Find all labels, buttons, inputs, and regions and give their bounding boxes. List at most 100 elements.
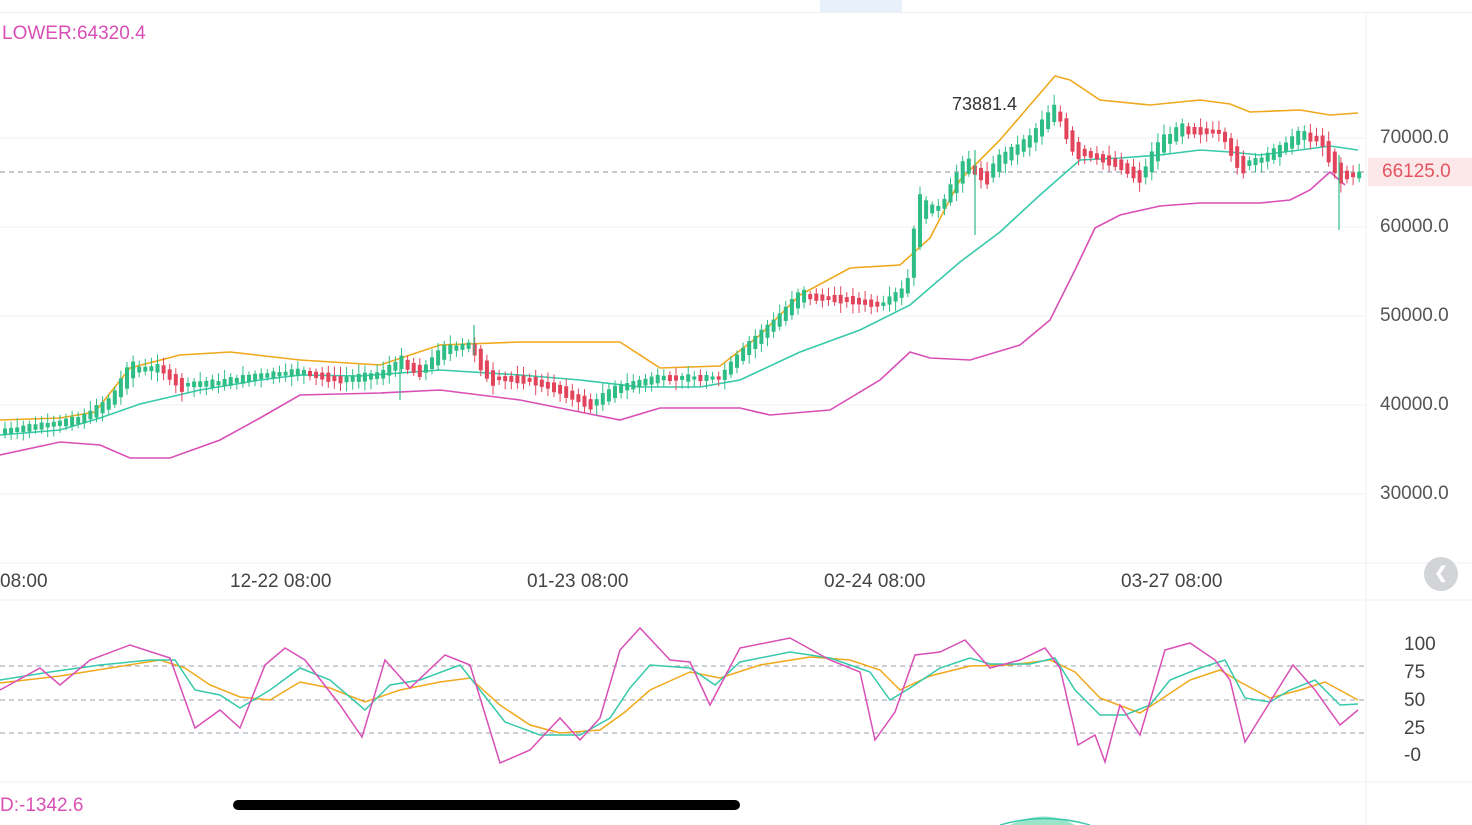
candle-body [484,360,489,379]
candle-body [1332,151,1337,174]
candle-body [1180,123,1185,137]
candle-body [850,295,855,305]
candle-body [1021,139,1026,152]
candle-body [667,374,672,382]
time-axis-label: 12-22 08:00 [230,571,332,592]
candle-body [423,364,428,373]
candle-body [112,390,117,405]
candle-body [594,399,599,406]
candle-body [1216,129,1221,134]
candle-body [649,376,654,385]
candle-body [332,375,337,382]
candle-body [240,375,245,384]
candle-body [948,184,953,203]
candle-body [509,376,514,382]
candle-body [771,319,776,332]
candle-body [204,380,209,387]
candle-body [1247,160,1252,167]
candle-body [179,377,184,392]
current-price-tag: 66125.0 [1368,158,1472,186]
candle-body [155,364,160,373]
candle-body [1271,148,1276,160]
candle-body [314,371,319,378]
candle-body [1265,152,1270,162]
boll-lower-value: LOWER:64320.4 [2,23,146,44]
candle-body [369,373,373,380]
candle-body [448,344,453,355]
candle-body [680,376,685,380]
candle-body [417,364,422,377]
candle-body [106,398,111,410]
candle-body [979,167,983,181]
candle-body [33,424,38,430]
candle-body [1088,151,1093,158]
candle-body [954,172,959,194]
candle-body [753,335,758,349]
candle-body [1058,111,1063,122]
candle-body [167,369,172,380]
candle-body [253,373,258,381]
candle-body [747,340,752,355]
candle-body [1125,163,1130,174]
candle-body [814,293,819,301]
home-indicator[interactable] [233,800,740,810]
candle-body [472,343,477,356]
candle-body [704,375,709,381]
kdj-k-line [0,651,1359,736]
candle-body [277,372,282,377]
candle-body [588,399,593,410]
selected-tab-indicator[interactable] [820,0,902,12]
candle-body [1326,141,1331,163]
candle-body [1314,135,1319,142]
candle-body [564,386,569,398]
candle-body [118,378,123,398]
candle-body [295,368,300,377]
candle-body [576,394,581,403]
candle-body [1198,127,1203,135]
candle-body [802,289,807,303]
candle-body [930,204,935,214]
candle-body [918,194,922,248]
candle-body [619,383,624,394]
candle-body [21,425,26,432]
candle-body [863,299,868,305]
candle-body [308,371,312,377]
candle-body [728,361,733,375]
double-chevron-left-icon[interactable]: ❮ [1424,557,1458,591]
candle-body [942,198,947,209]
candle-body [161,365,166,374]
candle-body [759,329,764,344]
candle-body [460,343,465,350]
price-axis-label: 50000.0 [1380,305,1449,326]
price-axis-label: 30000.0 [1380,483,1449,504]
candle-body [216,381,221,386]
candle-body [991,163,996,178]
candle-body [1302,131,1307,140]
candle-body [960,161,965,184]
candle-body [15,427,20,433]
candle-body [777,313,782,327]
candle-body [1351,172,1356,178]
macd-line [999,817,1091,825]
candle-body [1094,153,1099,160]
candle-body [661,375,666,381]
candle-body [326,372,331,382]
candle-body [1040,119,1044,137]
kdj-axis-label: -0 [1404,745,1421,766]
kdj-j-line [0,626,1359,765]
candle-body [735,354,739,368]
candle-body [1155,142,1160,162]
candle-body [515,375,520,384]
candle-body [100,402,105,414]
boll-mid-line [0,145,1359,436]
candle-body [186,383,190,387]
candle-body [606,389,611,402]
candle-body [966,158,971,174]
candle-body [552,382,556,393]
kdj-axis-label: 25 [1404,718,1426,739]
candle-body [1070,130,1075,152]
candle-body [613,385,617,399]
candle-body [64,418,68,427]
candle-body [436,350,441,366]
